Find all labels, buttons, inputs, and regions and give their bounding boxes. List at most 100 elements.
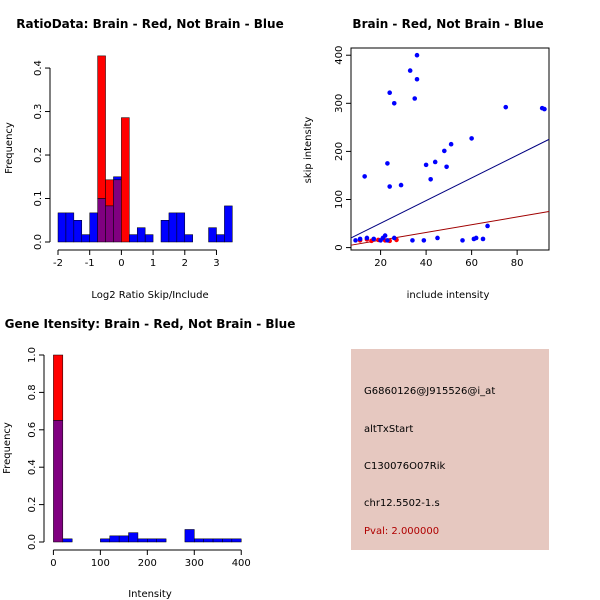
- not-brain-point: [398, 182, 404, 188]
- overlap-bar: [113, 179, 122, 243]
- not-brain-point: [353, 238, 358, 243]
- overlap-bar: [53, 420, 64, 543]
- not-brain-bar: [57, 212, 67, 243]
- not-brain-bar: [65, 212, 75, 243]
- not-brain-point: [371, 236, 377, 242]
- intensity-scatter-axes: 20 40 60 80 0 100 200 300 400: [334, 46, 524, 269]
- pval-text: Pval: 2.000000: [364, 526, 440, 537]
- not-brain-point: [460, 238, 465, 243]
- not-brain-bar: [194, 538, 204, 543]
- x-tick-label: 80: [511, 258, 524, 269]
- y-tick-label: 0.2: [33, 147, 44, 163]
- not-brain-bar: [212, 538, 223, 543]
- not-brain-point: [542, 106, 547, 112]
- y-tick-label: 0.8: [27, 384, 38, 400]
- not-brain-point: [428, 177, 433, 182]
- not-brain-bar: [224, 205, 233, 243]
- not-brain-point: [414, 76, 420, 82]
- y-tick-label: 0.4: [33, 60, 44, 76]
- y-tick-label: 200: [334, 142, 345, 161]
- y-tick-label: 300: [334, 94, 345, 113]
- y-tick-label: 0: [334, 244, 345, 250]
- not-brain-bar: [216, 234, 225, 243]
- not-brain-point: [414, 52, 420, 58]
- not-brain-bar: [184, 234, 193, 243]
- x-tick-label: 100: [91, 558, 110, 569]
- not-brain-bar: [89, 212, 98, 243]
- not-brain-point: [385, 161, 390, 166]
- not-brain-point: [410, 238, 415, 243]
- not-brain-bar: [231, 538, 242, 543]
- ratio-histogram-ylabel: Frequency: [4, 122, 15, 174]
- y-tick-label: 100: [334, 190, 345, 209]
- not-brain-point: [391, 235, 397, 241]
- not-brain-point: [485, 223, 490, 229]
- y-tick-label: 0.0: [27, 534, 38, 550]
- x-tick-label: 40: [420, 258, 433, 269]
- intensity-scatter-ylabel: skip intensity: [303, 117, 314, 184]
- ratio-histogram-bars: [57, 55, 233, 243]
- not-brain-point: [362, 174, 367, 179]
- not-brain-point: [423, 162, 429, 168]
- x-tick-label: -1: [85, 258, 95, 269]
- x-tick-label: 1: [150, 258, 156, 269]
- not-brain-point: [391, 101, 397, 106]
- not-brain-point: [387, 184, 392, 189]
- gene-intensity-title: Gene Itensity: Brain - Red, Not Brain - …: [5, 317, 296, 331]
- overlap-bar: [97, 198, 106, 243]
- gene-name-text: C130076O07Rik: [364, 461, 446, 472]
- not-brain-bar: [81, 234, 90, 243]
- plot-frame: [350, 47, 550, 251]
- not-brain-bar: [222, 538, 233, 543]
- not-brain-bar: [73, 220, 83, 243]
- not-brain-bar: [129, 234, 138, 243]
- not-brain-bar: [100, 538, 111, 543]
- y-tick-label: 1.0: [27, 347, 38, 363]
- y-tick-label: 0.1: [33, 191, 44, 207]
- not-brain-bar: [184, 529, 195, 543]
- y-tick-label: 0.2: [27, 497, 38, 513]
- not-brain-point: [432, 159, 438, 165]
- x-tick-label: 0: [50, 558, 56, 569]
- location-text: chr12.5502-1.s: [364, 498, 440, 509]
- not-brain-bar: [144, 234, 154, 243]
- x-tick-label: 3: [213, 258, 219, 269]
- not-brain-point: [407, 68, 413, 73]
- x-tick-label: -2: [53, 258, 63, 269]
- not-brain-point: [357, 236, 363, 242]
- not-brain-point: [382, 233, 388, 238]
- x-tick-label: 300: [185, 558, 204, 569]
- not-brain-point: [364, 235, 370, 241]
- not-brain-point: [421, 238, 427, 243]
- x-tick-label: 2: [182, 258, 188, 269]
- brain-bar: [53, 354, 64, 421]
- y-tick-label: 0.4: [27, 459, 38, 475]
- ratio-histogram-title: RatioData: Brain - Red, Not Brain - Blue: [16, 17, 283, 31]
- not-brain-bar: [156, 538, 167, 543]
- not-brain-bar: [136, 227, 146, 243]
- brain-bar: [121, 117, 130, 243]
- not-brain-point: [469, 136, 474, 141]
- not-brain-point: [473, 235, 479, 241]
- x-tick-label: 400: [232, 558, 251, 569]
- gene-intensity-axes: 0 100 200 300 400 0.0 0.2 0.4 0.6 0.8 1.0: [27, 347, 251, 569]
- not-brain-point: [503, 104, 509, 110]
- gene-intensity-xlabel: Intensity: [128, 589, 172, 600]
- y-tick-label: 0.6: [27, 422, 38, 438]
- intensity-scatter: Brain - Red, Not Brain - Blue include in…: [303, 17, 550, 301]
- y-tick-label: 400: [334, 46, 345, 65]
- not-brain-point: [387, 90, 392, 96]
- gene-intensity-histogram: Gene Itensity: Brain - Red, Not Brain - …: [2, 317, 295, 600]
- x-tick-label: 0: [118, 258, 124, 269]
- gene-intensity-ylabel: Frequency: [2, 422, 13, 474]
- not-brain-bar: [176, 212, 186, 243]
- probe-id-text: G6860126@J915526@i_at: [364, 386, 496, 397]
- not-brain-point: [412, 96, 418, 101]
- not-brain-bar: [168, 212, 178, 243]
- not-brain-point: [435, 235, 440, 241]
- overlap-bar: [105, 205, 114, 243]
- y-tick-label: 0.0: [33, 234, 44, 250]
- brain-bar: [105, 179, 114, 207]
- not-brain-point: [448, 141, 454, 147]
